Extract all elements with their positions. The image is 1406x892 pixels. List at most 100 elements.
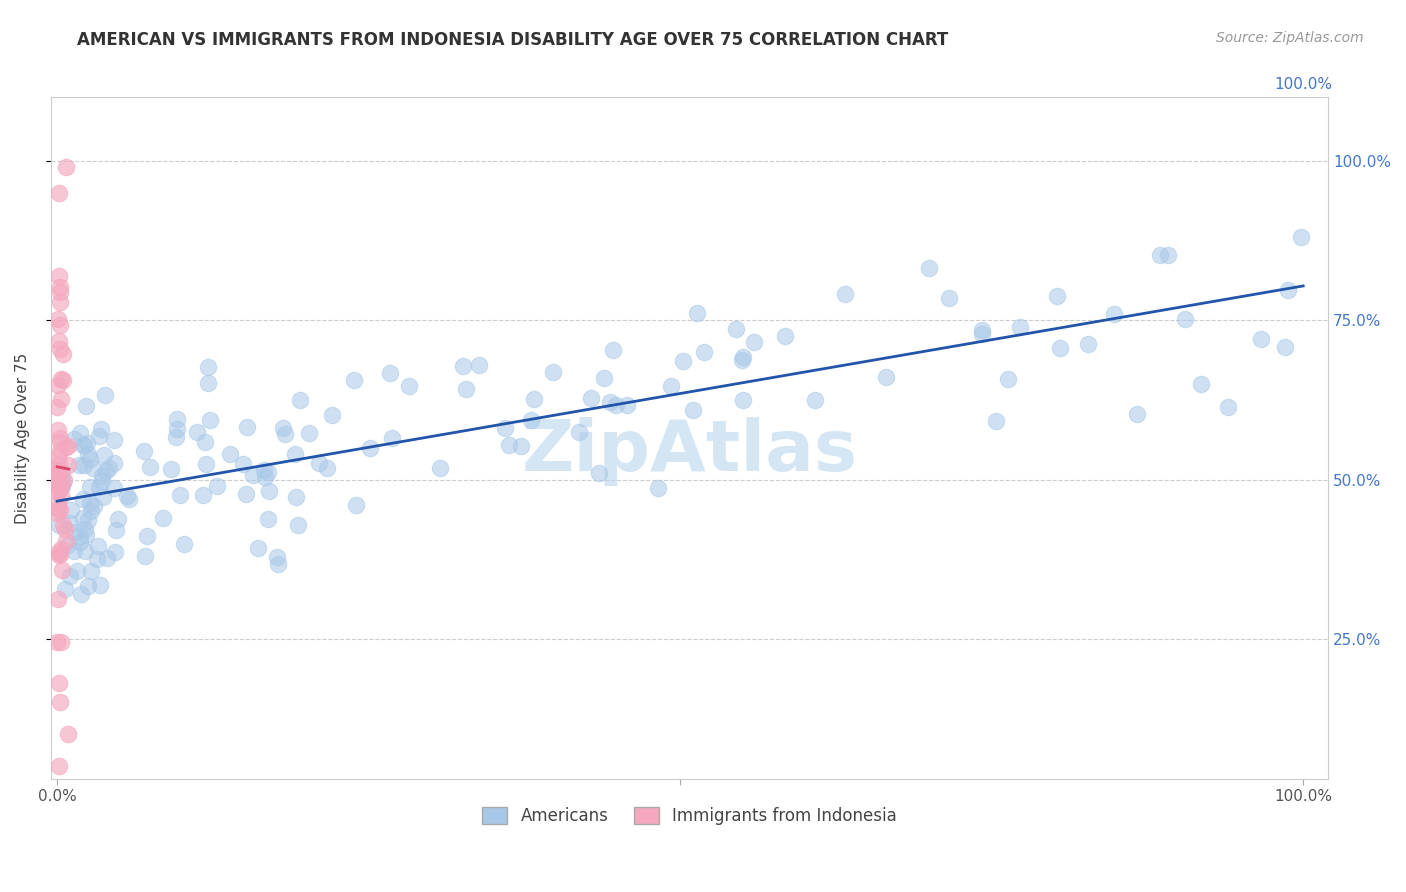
- Point: [49, 444, 72, 458]
- Point: [48, 280, 70, 294]
- Point: [48, 482, 70, 496]
- Point: [1049, 341, 1071, 355]
- Point: [972, 326, 994, 341]
- Point: [49, 392, 72, 406]
- Point: [298, 426, 321, 441]
- Point: [267, 557, 290, 571]
- Point: [287, 518, 309, 533]
- Point: [52, 346, 75, 360]
- Point: [91, 490, 114, 504]
- Point: [75, 399, 97, 413]
- Point: [1149, 248, 1171, 262]
- Point: [1274, 340, 1296, 354]
- Point: [588, 466, 610, 480]
- Point: [49, 542, 72, 557]
- Point: [46, 464, 69, 478]
- Point: [231, 458, 253, 472]
- Point: [48, 457, 70, 471]
- Point: [205, 479, 228, 493]
- Point: [1008, 320, 1031, 334]
- Point: [49, 635, 72, 649]
- Point: [48, 186, 70, 200]
- Point: [76, 448, 98, 462]
- Point: [972, 323, 994, 337]
- Point: [271, 421, 294, 435]
- Point: [197, 359, 219, 374]
- Point: [731, 353, 754, 368]
- Point: [75, 543, 97, 558]
- Point: [46, 472, 69, 486]
- Point: [453, 359, 475, 374]
- Point: [456, 382, 478, 396]
- Point: [91, 469, 114, 483]
- Point: [98, 461, 121, 475]
- Point: [69, 535, 91, 549]
- Point: [253, 469, 276, 483]
- Point: [686, 306, 709, 320]
- Point: [66, 565, 89, 579]
- Point: [152, 510, 174, 524]
- Point: [63, 432, 86, 446]
- Point: [77, 579, 100, 593]
- Point: [49, 435, 72, 450]
- Point: [94, 388, 117, 402]
- Point: [62, 543, 84, 558]
- Point: [166, 422, 188, 436]
- Point: [86, 552, 108, 566]
- Point: [59, 516, 82, 531]
- Point: [80, 564, 103, 578]
- Point: [96, 550, 118, 565]
- Point: [541, 366, 564, 380]
- Point: [986, 413, 1008, 427]
- Point: [46, 506, 69, 520]
- Point: [51, 563, 73, 577]
- Point: [519, 413, 541, 427]
- Point: [1250, 332, 1272, 346]
- Point: [55, 440, 77, 454]
- Point: [197, 376, 219, 390]
- Point: [48, 759, 70, 773]
- Point: [46, 485, 69, 500]
- Y-axis label: Disability Age Over 75: Disability Age Over 75: [15, 352, 30, 524]
- Point: [49, 479, 72, 493]
- Point: [82, 461, 104, 475]
- Point: [274, 426, 297, 441]
- Point: [343, 374, 366, 388]
- Text: ZipAtlas: ZipAtlas: [522, 417, 858, 486]
- Point: [89, 479, 111, 493]
- Point: [58, 537, 80, 551]
- Point: [48, 503, 70, 517]
- Point: [429, 461, 451, 475]
- Point: [48, 548, 70, 562]
- Point: [605, 398, 627, 412]
- Point: [115, 489, 138, 503]
- Point: [79, 504, 101, 518]
- Point: [46, 473, 69, 487]
- Point: [46, 634, 69, 648]
- Point: [498, 437, 520, 451]
- Point: [775, 328, 797, 343]
- Point: [72, 511, 94, 525]
- Point: [1277, 283, 1299, 297]
- Point: [46, 467, 69, 482]
- Point: [48, 334, 70, 348]
- Point: [242, 468, 264, 483]
- Point: [49, 372, 72, 386]
- Point: [48, 545, 70, 559]
- Point: [173, 537, 195, 551]
- Point: [579, 391, 602, 405]
- Point: [198, 412, 221, 426]
- Point: [51, 466, 73, 480]
- Point: [804, 392, 827, 407]
- Point: [219, 447, 242, 461]
- Point: [90, 474, 112, 488]
- Point: [46, 474, 69, 488]
- Text: Source: ZipAtlas.com: Source: ZipAtlas.com: [1216, 31, 1364, 45]
- Point: [186, 425, 208, 440]
- Point: [599, 395, 621, 409]
- Point: [52, 474, 75, 488]
- Point: [247, 541, 270, 556]
- Point: [118, 491, 141, 506]
- Point: [52, 517, 75, 532]
- Point: [51, 472, 73, 486]
